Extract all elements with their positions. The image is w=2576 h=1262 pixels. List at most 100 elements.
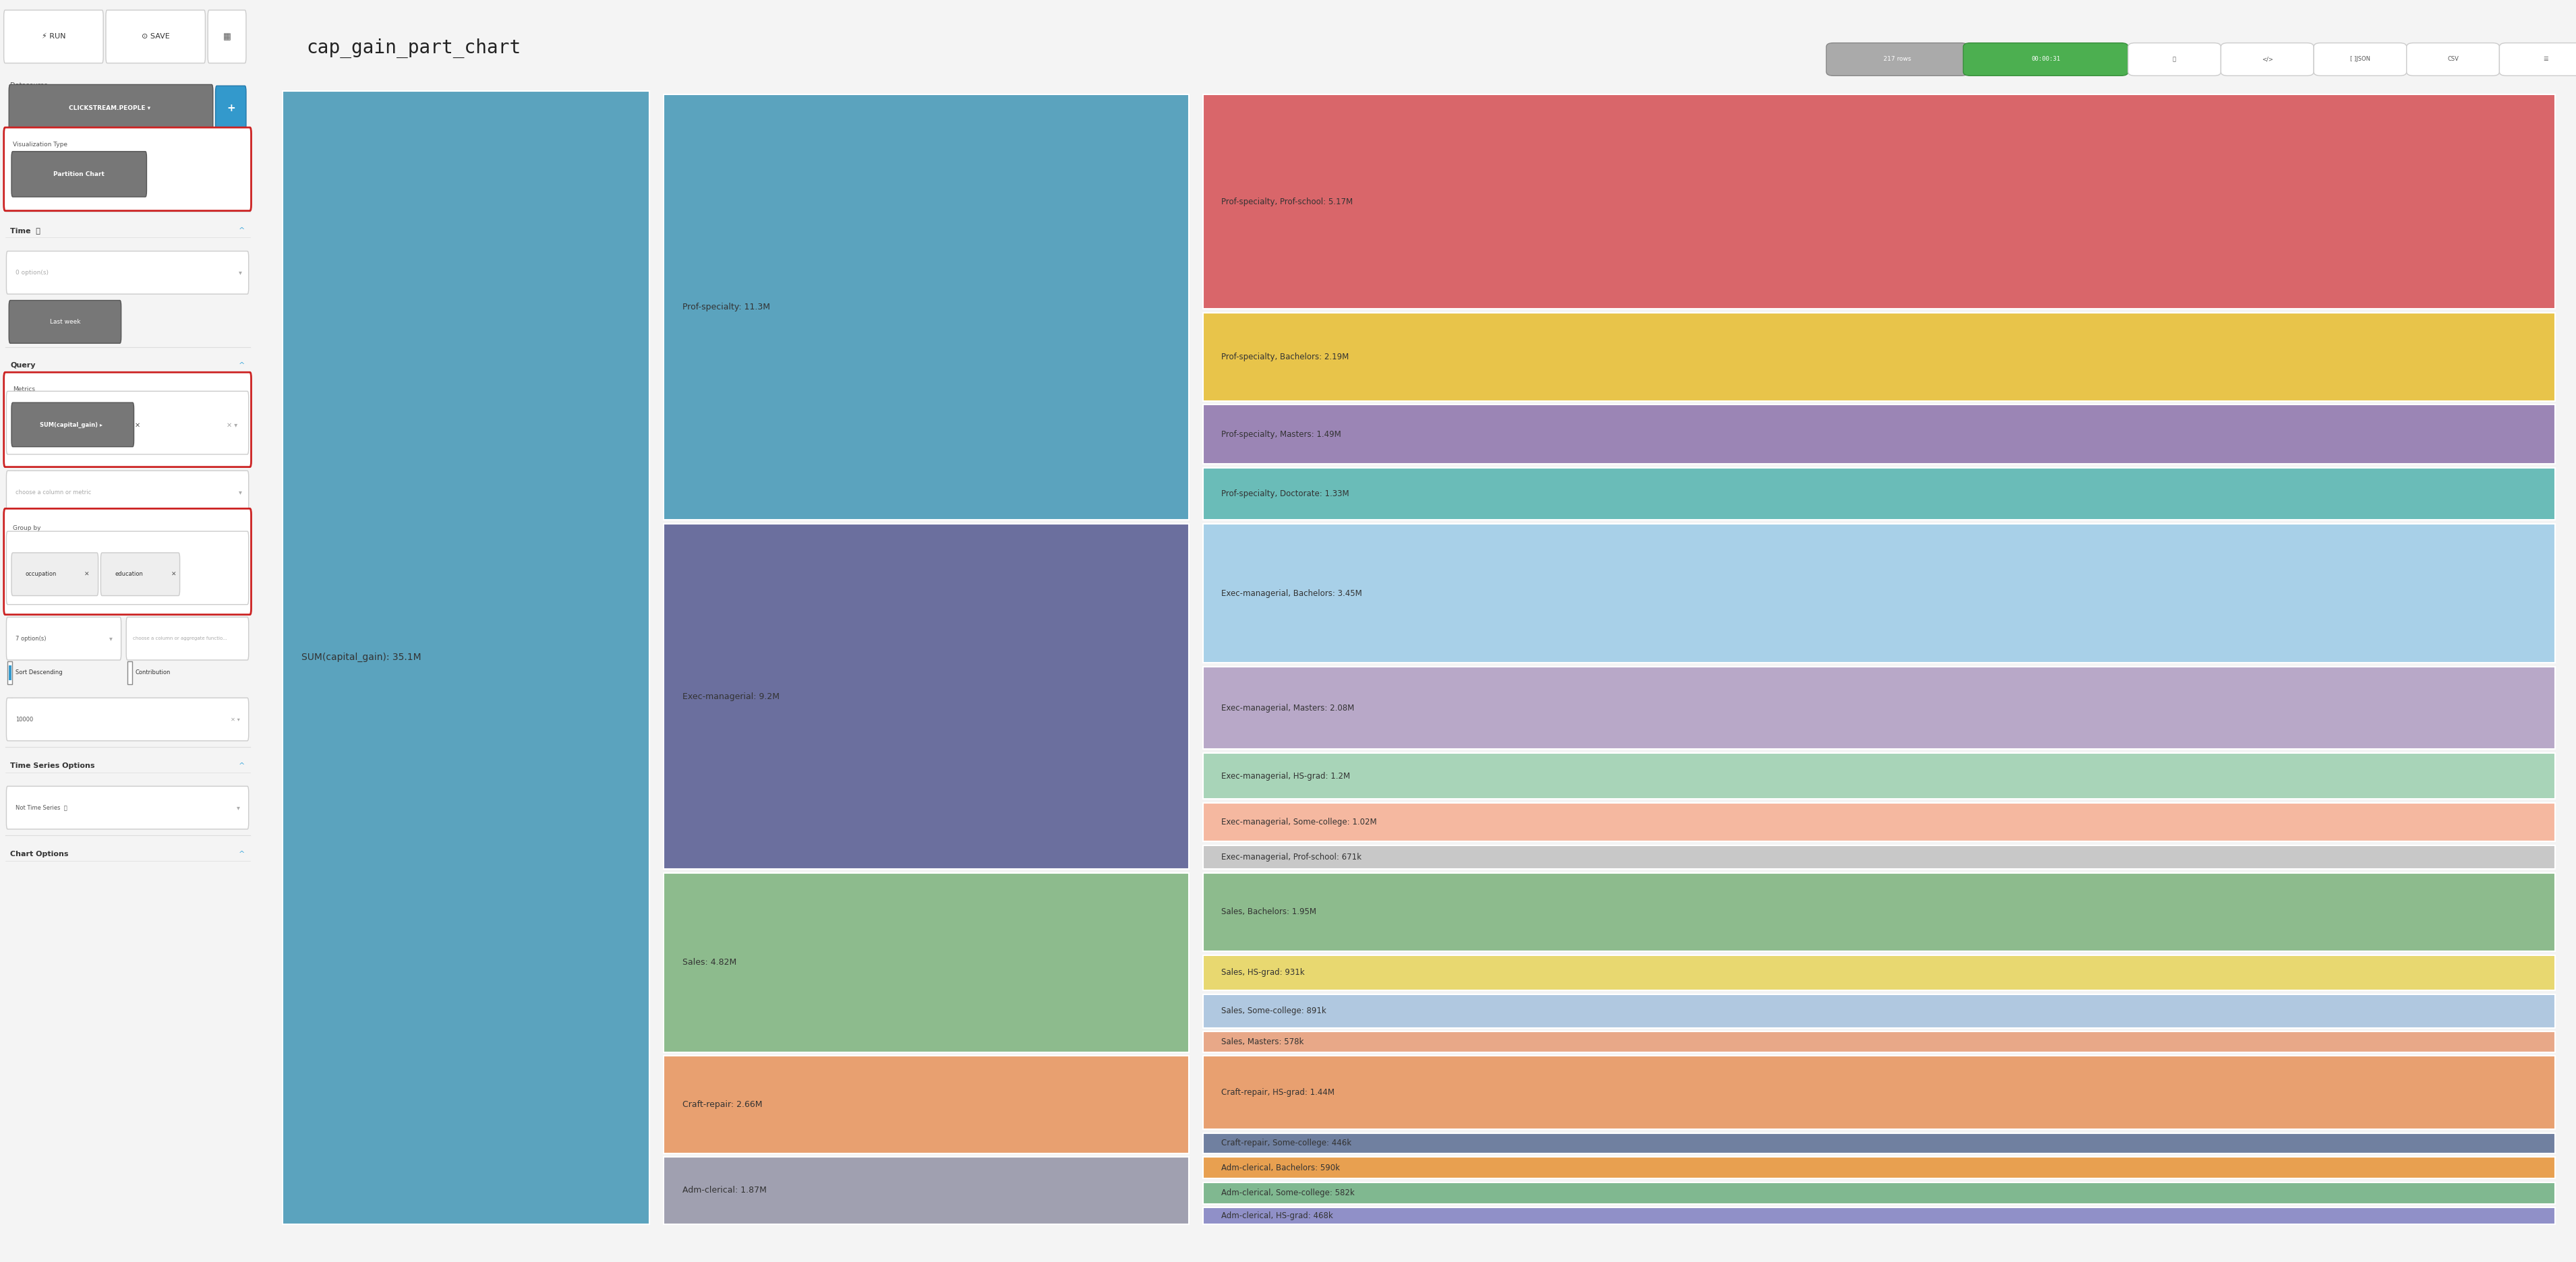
Text: Visualization Type: Visualization Type [13, 141, 67, 148]
Text: Prof-specialty, Bachelors: 2.19M: Prof-specialty, Bachelors: 2.19M [1221, 352, 1350, 361]
Text: Exec-managerial, Bachelors: 3.45M: Exec-managerial, Bachelors: 3.45M [1221, 589, 1363, 598]
FancyBboxPatch shape [8, 85, 214, 133]
Text: Sales, Some-college: 891k: Sales, Some-college: 891k [1221, 1007, 1327, 1016]
Text: Sales, Masters: 578k: Sales, Masters: 578k [1221, 1037, 1303, 1046]
Text: ⚡ RUN: ⚡ RUN [41, 33, 64, 40]
Bar [1203, 468, 2555, 520]
FancyBboxPatch shape [5, 251, 250, 294]
Text: ▦: ▦ [224, 33, 232, 40]
FancyBboxPatch shape [1963, 43, 2128, 76]
Text: occupation: occupation [26, 572, 57, 577]
Bar [1203, 524, 2555, 663]
FancyBboxPatch shape [5, 786, 250, 829]
Text: ▾: ▾ [240, 488, 242, 496]
FancyBboxPatch shape [2128, 43, 2221, 76]
Text: ✕: ✕ [134, 422, 142, 429]
Text: Not Time Series  ⓘ: Not Time Series ⓘ [15, 805, 67, 810]
Bar [8, 661, 13, 684]
Text: Exec-managerial: 9.2M: Exec-managerial: 9.2M [683, 692, 781, 700]
Text: choose a column or aggregate functio...: choose a column or aggregate functio... [131, 636, 227, 641]
Text: ▾: ▾ [240, 269, 242, 276]
Text: Adm-clerical: 1.87M: Adm-clerical: 1.87M [683, 1186, 768, 1195]
FancyBboxPatch shape [8, 300, 121, 343]
Text: +: + [227, 103, 234, 114]
FancyBboxPatch shape [10, 553, 98, 596]
Text: 10000: 10000 [15, 717, 33, 722]
Text: Last week: Last week [49, 319, 80, 324]
Text: Series limit: Series limit [10, 618, 41, 625]
Text: Group by: Group by [13, 525, 41, 531]
FancyBboxPatch shape [3, 509, 252, 615]
Bar [283, 91, 649, 1224]
Text: Prof-specialty, Prof-school: 5.17M: Prof-specialty, Prof-school: 5.17M [1221, 197, 1352, 206]
FancyBboxPatch shape [5, 471, 250, 514]
FancyBboxPatch shape [5, 391, 250, 454]
FancyBboxPatch shape [3, 372, 252, 467]
Text: Prof-specialty, Doctorate: 1.33M: Prof-specialty, Doctorate: 1.33M [1221, 490, 1350, 498]
Text: 7 option(s): 7 option(s) [15, 636, 46, 641]
Text: Contribution: Contribution [134, 670, 170, 675]
FancyBboxPatch shape [5, 617, 121, 660]
Text: Exec-managerial, Some-college: 1.02M: Exec-managerial, Some-college: 1.02M [1221, 818, 1378, 827]
Bar [1203, 313, 2555, 401]
Text: ^: ^ [240, 227, 245, 233]
Text: Filters: Filters [13, 471, 31, 477]
Text: Exec-managerial, Masters: 2.08M: Exec-managerial, Masters: 2.08M [1221, 704, 1355, 712]
Text: SUM(capital_gain) ▸: SUM(capital_gain) ▸ [41, 423, 103, 428]
Text: Row limit: Row limit [10, 698, 36, 704]
Text: 00:00:31: 00:00:31 [2030, 57, 2061, 62]
Bar [1203, 753, 2555, 799]
FancyBboxPatch shape [3, 10, 103, 63]
Text: Time Column: Time Column [10, 252, 52, 259]
Bar [1203, 1031, 2555, 1053]
FancyBboxPatch shape [100, 553, 180, 596]
Text: Sales: 4.82M: Sales: 4.82M [683, 958, 737, 967]
Bar [665, 1056, 1190, 1153]
FancyBboxPatch shape [2313, 43, 2406, 76]
Text: ✕ ▾: ✕ ▾ [227, 422, 237, 429]
Bar [1203, 846, 2555, 870]
FancyBboxPatch shape [126, 617, 250, 660]
FancyBboxPatch shape [5, 531, 250, 604]
FancyBboxPatch shape [216, 86, 247, 131]
Text: Prof-specialty: 11.3M: Prof-specialty: 11.3M [683, 303, 770, 312]
Bar [129, 661, 131, 684]
Text: Metrics: Metrics [13, 386, 36, 392]
Bar [665, 1157, 1190, 1224]
Text: Time  ⓘ: Time ⓘ [10, 227, 41, 233]
Text: choose a column or metric: choose a column or metric [15, 490, 90, 495]
Text: Exec-managerial, Prof-school: 671k: Exec-managerial, Prof-school: 671k [1221, 853, 1363, 862]
Text: Adm-clerical, HS-grad: 468k: Adm-clerical, HS-grad: 468k [1221, 1212, 1334, 1220]
Bar [1203, 95, 2555, 309]
Text: Sales, HS-grad: 931k: Sales, HS-grad: 931k [1221, 968, 1306, 977]
Bar [1203, 994, 2555, 1027]
Text: Query: Query [10, 362, 36, 369]
Text: ⛓: ⛓ [2172, 57, 2177, 62]
Text: ✕ ▾: ✕ ▾ [229, 717, 240, 722]
Text: CSV: CSV [2447, 57, 2458, 62]
Bar [1203, 405, 2555, 464]
Text: Datasource: Datasource [10, 82, 49, 88]
Text: Sort By: Sort By [134, 618, 155, 625]
Text: Prof-specialty, Masters: 1.49M: Prof-specialty, Masters: 1.49M [1221, 430, 1342, 439]
Bar [1203, 666, 2555, 750]
Text: ▾: ▾ [108, 635, 113, 642]
FancyBboxPatch shape [10, 151, 147, 197]
Bar [1203, 1182, 2555, 1204]
Text: Time Range: Time Range [10, 300, 46, 307]
Text: Sales, Bachelors: 1.95M: Sales, Bachelors: 1.95M [1221, 907, 1316, 916]
Text: ⊙ SAVE: ⊙ SAVE [142, 33, 170, 40]
Text: Partition Chart: Partition Chart [54, 172, 106, 177]
FancyBboxPatch shape [5, 698, 250, 741]
Text: Craft-repair, Some-college: 446k: Craft-repair, Some-college: 446k [1221, 1138, 1352, 1147]
Bar [665, 524, 1190, 870]
Bar [1203, 873, 2555, 952]
Text: [ ]JSON: [ ]JSON [2349, 57, 2370, 62]
Text: Exec-managerial, HS-grad: 1.2M: Exec-managerial, HS-grad: 1.2M [1221, 771, 1350, 780]
Bar [1203, 1056, 2555, 1129]
Text: ^: ^ [240, 362, 245, 369]
Bar [665, 873, 1190, 1053]
Text: ✕: ✕ [85, 572, 90, 577]
Text: 0 option(s): 0 option(s) [15, 270, 49, 275]
Text: CLICKSTREAM.PEOPLE ▾: CLICKSTREAM.PEOPLE ▾ [70, 106, 149, 111]
